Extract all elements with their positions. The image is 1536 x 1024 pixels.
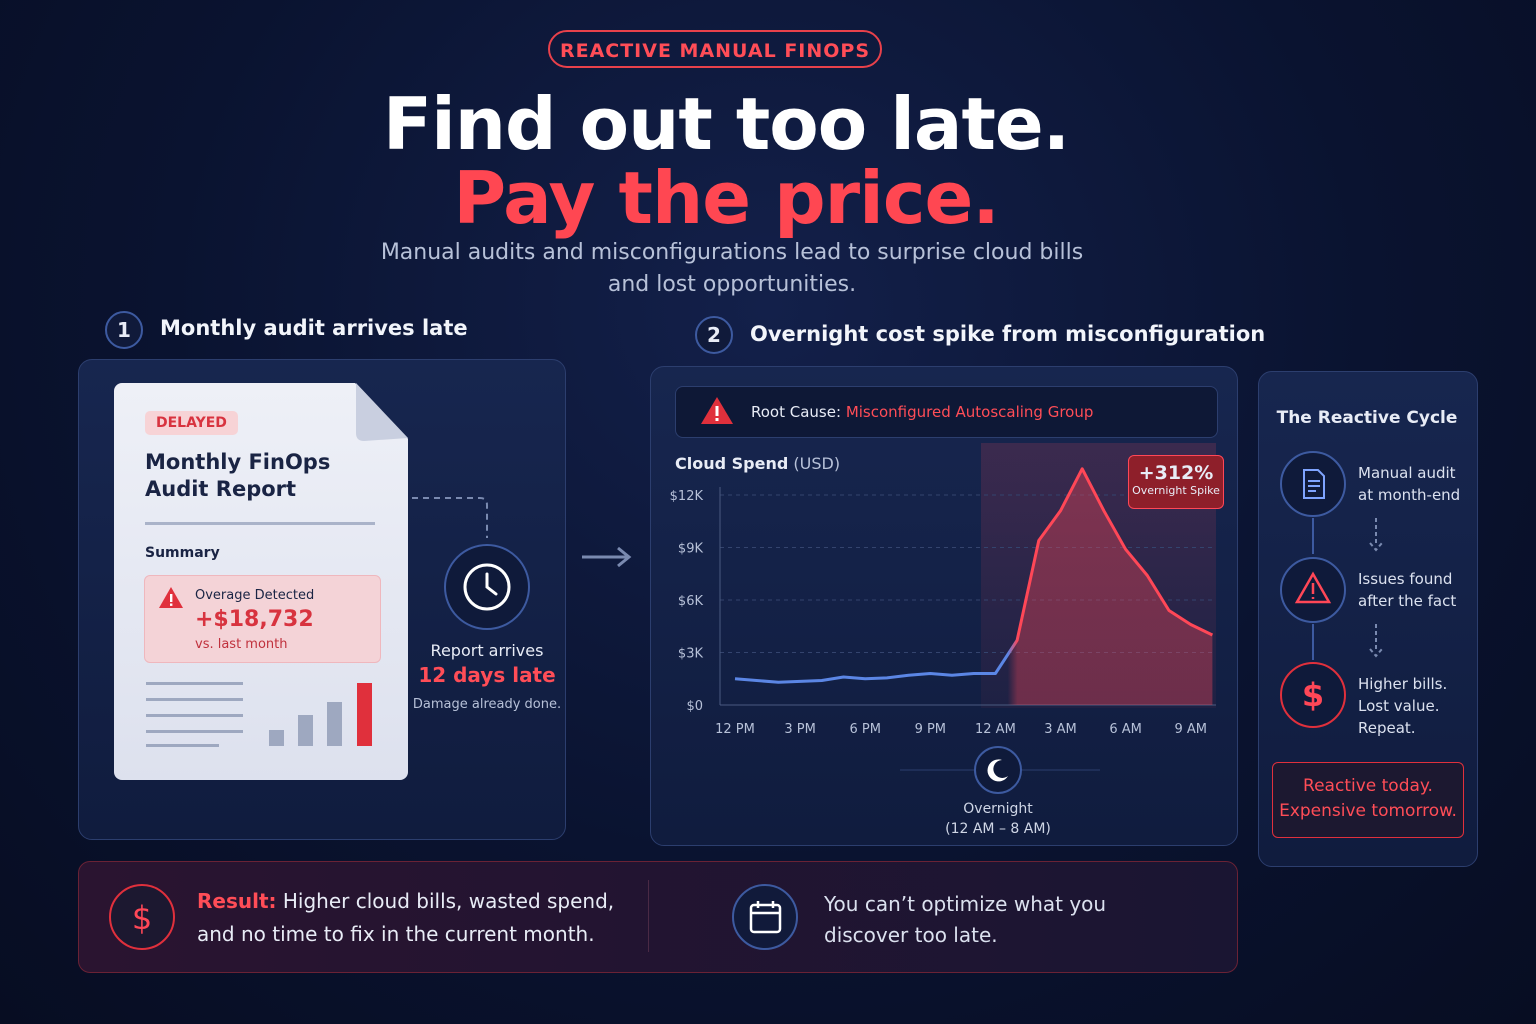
alert-title: Overage Detected — [195, 588, 315, 603]
cycle-item-line: after the fact — [1358, 592, 1457, 610]
y-tick-label: $9K — [678, 542, 704, 557]
callout-line: Expensive tomorrow. — [1279, 801, 1457, 821]
cycle-item-line: Issues found — [1358, 570, 1453, 588]
cycle-callout — [1272, 762, 1464, 838]
arrival-line1: Report arrives — [430, 641, 544, 660]
result-line1: Higher cloud bills, wasted spend, — [282, 889, 615, 913]
arrival-note: Damage already done. — [412, 697, 562, 712]
callout-line: Reactive today. — [1303, 776, 1433, 796]
y-tick-label: $12K — [670, 489, 704, 504]
alert-box — [144, 575, 381, 663]
step-title: Overnight cost spike from misconfigurati… — [750, 322, 1266, 346]
step-title: Monthly audit arrives late — [160, 316, 468, 340]
spend-area — [735, 468, 1213, 705]
quote-line2: discover too late. — [824, 923, 998, 947]
y-tick-label: $6K — [678, 594, 704, 609]
x-tick-label: 6 AM — [1109, 722, 1142, 737]
dollar-icon: $ — [109, 884, 175, 950]
report-title-line2: Audit Report — [145, 477, 297, 501]
report-title-line1: Monthly FinOps — [145, 450, 331, 474]
chart-unit: (USD) — [793, 454, 841, 473]
x-tick-label: 9 PM — [915, 722, 946, 737]
report-decoration — [146, 682, 372, 747]
spike-value: +312% — [1138, 462, 1214, 484]
spend-line — [734, 467, 1214, 684]
x-tick-label: 12 AM — [975, 722, 1016, 737]
moon-icon — [900, 746, 1100, 794]
warning-icon — [701, 397, 733, 424]
y-tick-label: $3K — [678, 647, 704, 662]
badge: REACTIVE MANUAL FINOPS — [548, 30, 882, 68]
root-cause-value: Misconfigured Autoscaling Group — [845, 403, 1094, 421]
cycle-item-line: at month-end — [1358, 486, 1461, 504]
cycle-item-line: Repeat. — [1358, 719, 1416, 737]
y-tick-label: $0 — [686, 699, 703, 714]
headline-line1: Find out too late. — [382, 82, 1070, 166]
x-tick-label: 9 AM — [1174, 722, 1207, 737]
result-label: Result: — [197, 889, 277, 913]
footer-panel — [78, 861, 1238, 973]
clock-connector — [412, 497, 530, 630]
arrival-line2: 12 days late — [418, 663, 556, 687]
svg-text:$: $ — [132, 899, 152, 937]
x-tick-label: 3 AM — [1044, 722, 1077, 737]
step-number: 1 — [105, 311, 143, 349]
calendar-icon — [732, 884, 798, 950]
cycle-icons: $ — [1280, 451, 1383, 728]
x-tick-label: 3 PM — [784, 722, 815, 737]
spike-label: Overnight Spike — [1132, 484, 1220, 497]
x-tick-label: 12 PM — [715, 722, 755, 737]
divider — [145, 522, 375, 525]
chart-title: Cloud Spend — [675, 454, 789, 473]
footer-divider — [648, 880, 649, 952]
overnight-range: (12 AM – 8 AM) — [945, 821, 1051, 837]
delayed-tag: DELAYED — [145, 411, 238, 435]
cycle-item-line: Manual audit — [1358, 464, 1456, 482]
spike-callout: +312% Overnight Spike — [1128, 455, 1224, 509]
root-cause-box — [675, 386, 1218, 438]
svg-text:$: $ — [1302, 676, 1324, 714]
cycle-item-line: Higher bills. — [1358, 675, 1448, 693]
warning-icon — [159, 587, 183, 608]
cycle-item-line: Lost value. — [1358, 697, 1440, 715]
result-line2: and no time to fix in the current month. — [197, 922, 595, 946]
subtitle-line1: Manual audits and misconfigurations lead… — [380, 240, 1084, 265]
x-tick-label: 6 PM — [849, 722, 880, 737]
report-section: Summary — [145, 545, 220, 561]
quote-line1: You can’t optimize what you — [824, 892, 1107, 916]
alert-note: vs. last month — [195, 637, 288, 652]
page-fold — [356, 383, 408, 441]
overnight-label: Overnight — [963, 801, 1033, 817]
headline-line2: Pay the price. — [453, 156, 999, 240]
subtitle-line2: and lost opportunities. — [607, 272, 857, 297]
alert-amount: +$18,732 — [195, 607, 314, 632]
step-number: 2 — [695, 316, 733, 354]
root-cause-label: Root Cause: — [751, 403, 842, 421]
flow-arrow — [582, 546, 632, 568]
cycle-title: The Reactive Cycle — [1276, 408, 1458, 428]
